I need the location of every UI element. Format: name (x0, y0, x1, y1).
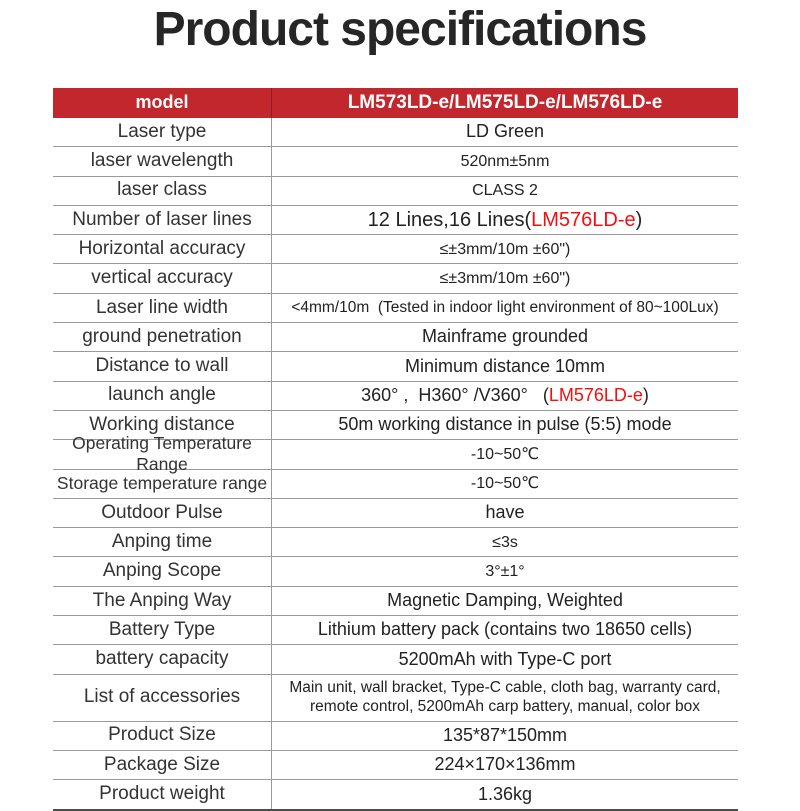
table-row: ground penetration Mainframe grounded (53, 323, 738, 353)
table-row: Package Size 224×170×136mm (53, 750, 738, 781)
spec-label: Outdoor Pulse (53, 498, 272, 528)
table-row: launch angle 360° , H360° /V360° (LM576L… (53, 381, 738, 411)
spec-value: CLASS 2 (472, 182, 538, 200)
spec-value-text: 360° , H360° /V360° ( (361, 385, 549, 406)
spec-label: List of accessories (53, 674, 272, 721)
spec-value: Mainframe grounded (421, 326, 589, 347)
table-row: vertical accuracy ≤±3mm/10m ±60") (53, 264, 738, 294)
spec-value: <4mm/10m (Tested in indoor light environ… (291, 298, 719, 316)
table-row: Number of laser lines 12 Lines,16 Lines(… (53, 205, 738, 236)
spec-label: battery capacity (53, 645, 272, 674)
spec-label: launch angle (53, 381, 272, 410)
model-header-label: model (53, 88, 272, 118)
spec-value: Main unit, wall bracket, Type-C cable, c… (289, 679, 725, 715)
page-title: Product specifications (153, 3, 648, 56)
table-row: Operating Temperature Range -10~50℃ (53, 433, 738, 474)
spec-label: Anping Scope (53, 557, 272, 586)
spec-value: 520nm±5nm (460, 152, 550, 170)
spec-value: 50m working distance in pulse (5:5) mode (338, 414, 672, 435)
red-model-highlight: LM576LD-e (531, 209, 636, 232)
spec-value: Minimum distance 10mm (404, 355, 606, 376)
table-row: Product Size 135*87*150mm (53, 721, 738, 751)
table-row: laser class CLASS 2 (53, 176, 738, 206)
table-row: Working distance 50m working distance in… (53, 410, 738, 441)
spec-label: Working distance (53, 410, 272, 440)
spec-label: The Anping Way (53, 586, 272, 616)
table-row: Anping time ≤3s (53, 528, 738, 558)
spec-value: 224×170×136mm (434, 754, 576, 775)
spec-value: have (485, 502, 525, 523)
table-row: Product weight 1.36kg (53, 780, 738, 811)
table-row: List of accessories Main unit, wall brac… (53, 674, 738, 722)
spec-label: vertical accuracy (53, 264, 272, 293)
spec-value: -10~50℃ (470, 445, 540, 463)
spec-value: Magnetic Damping, Weighted (387, 590, 623, 611)
table-row: battery capacity 5200mAh with Type-C por… (53, 645, 738, 675)
spec-value: 135*87*150mm (442, 724, 568, 745)
spec-label: Laser line width (53, 293, 272, 323)
header-row: model LM573LD-e/LM575LD-e/LM576LD-e (53, 88, 738, 118)
spec-value: 360° , H360° /V360° (LM576LD-e) (272, 382, 738, 410)
spec-table: model LM573LD-e/LM575LD-e/LM576LD-e Lase… (53, 88, 738, 811)
spec-label: Laser type (53, 118, 272, 147)
table-row: Laser line width <4mm/10m (Tested in ind… (53, 293, 738, 324)
table-row: Horizontal accuracy ≤±3mm/10m ±60") (53, 235, 738, 265)
table-row: laser wavelength 520nm±5nm (53, 147, 738, 177)
spec-label: Battery Type (53, 616, 272, 645)
spec-label: laser class (53, 176, 272, 205)
table-row: Anping Scope 3°±1° (53, 557, 738, 587)
spec-label: Product Size (53, 721, 272, 750)
spec-value: ≤±3mm/10m ±60") (439, 270, 571, 288)
spec-label: ground penetration (53, 323, 272, 352)
table-row: Distance to wall Minimum distance 10mm (53, 352, 738, 382)
spec-value: LD Green (465, 121, 545, 142)
table-row: The Anping Way Magnetic Damping, Weighte… (53, 586, 738, 617)
spec-label: Anping time (53, 528, 272, 557)
spec-label: Product weight (53, 780, 272, 809)
table-row: Laser type LD Green (53, 118, 738, 148)
spec-value-text: ) (635, 209, 643, 232)
spec-value: 3°±1° (485, 563, 525, 580)
red-model-highlight: LM576LD-e (548, 385, 643, 406)
table-row: Outdoor Pulse have (53, 498, 738, 529)
spec-value-text: 12 Lines,16 Lines( (367, 209, 532, 232)
spec-value: -10~50℃ (470, 475, 540, 493)
model-header-value: LM573LD-e/LM575LD-e/LM576LD-e (347, 91, 663, 113)
spec-value: Lithium battery pack (contains two 18650… (317, 619, 693, 640)
spec-label: Horizontal accuracy (53, 235, 272, 264)
spec-value-text: ) (642, 385, 649, 406)
spec-value: 5200mAh with Type-C port (398, 648, 612, 669)
table-row: Battery Type Lithium battery pack (conta… (53, 616, 738, 646)
spec-label: Distance to wall (53, 352, 272, 381)
spec-value: ≤3s (492, 533, 518, 551)
spec-label: Package Size (53, 750, 272, 780)
spec-value: 12 Lines,16 Lines(LM576LD-e) (272, 206, 738, 234)
spec-label: laser wavelength (53, 147, 272, 176)
spec-label: Number of laser lines (53, 205, 272, 235)
spec-value: 1.36kg (477, 783, 533, 804)
table-row: Storage temperature range -10~50℃ (53, 469, 738, 499)
spec-label: Storage temperature range (53, 469, 272, 498)
spec-label: Operating Temperature Range (53, 433, 272, 474)
spec-value: ≤±3mm/10m ±60") (439, 240, 571, 258)
